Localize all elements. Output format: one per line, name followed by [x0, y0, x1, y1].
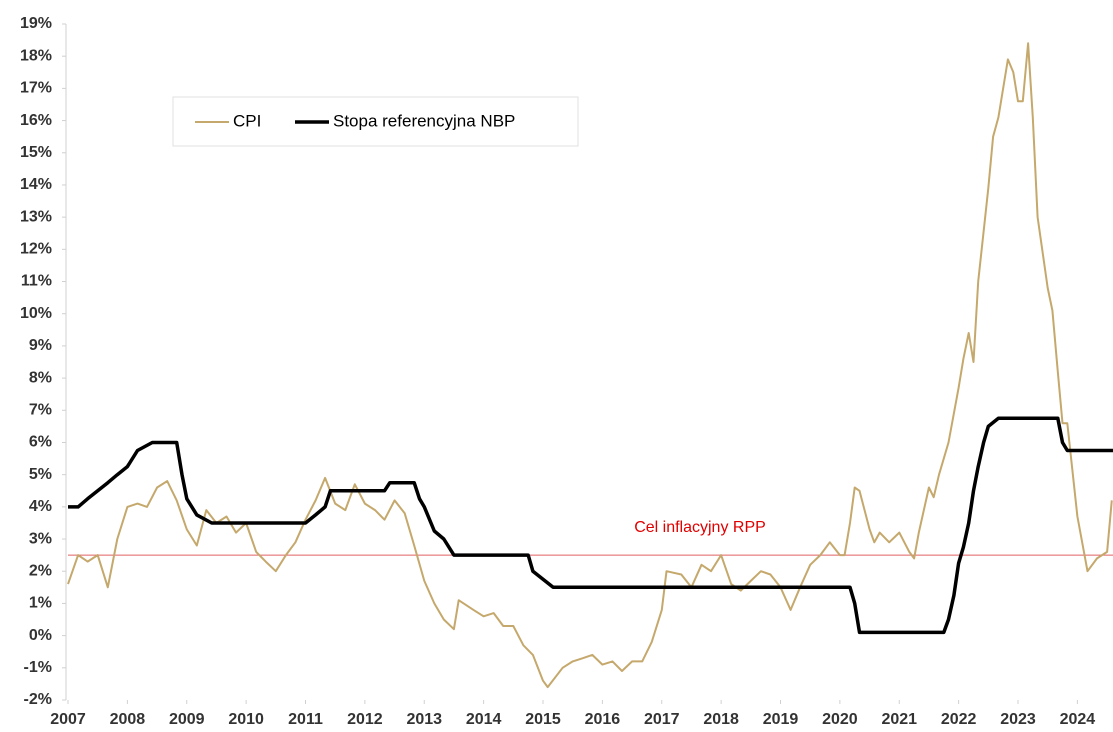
- y-tick-label: 4%: [29, 498, 52, 515]
- y-tick-label: 19%: [20, 15, 52, 32]
- x-tick-label: 2007: [50, 711, 86, 728]
- x-tick-label: 2016: [585, 711, 621, 728]
- y-tick-label: 0%: [29, 627, 52, 644]
- y-tick-label: -1%: [24, 659, 52, 676]
- x-tick-label: 2008: [110, 711, 146, 728]
- y-tick-label: 5%: [29, 466, 52, 483]
- y-tick-label: 8%: [29, 369, 52, 386]
- x-tick-label: 2023: [1000, 711, 1036, 728]
- series-line: [67, 42, 1113, 689]
- x-tick-label: 2012: [347, 711, 383, 728]
- x-tick-label: 2017: [644, 711, 680, 728]
- legend-label: CPI: [233, 111, 261, 130]
- series-line: [68, 416, 1113, 635]
- legend-box: [172, 96, 579, 147]
- y-tick-label: 6%: [29, 434, 52, 451]
- x-tick-label: 2010: [228, 711, 264, 728]
- x-tick-label: 2019: [763, 711, 799, 728]
- y-tick-label: -2%: [24, 691, 52, 708]
- y-tick-label: 11%: [21, 273, 52, 290]
- target-label: Cel inflacyjny RPP: [634, 519, 766, 536]
- y-tick-label: 7%: [29, 402, 52, 419]
- x-tick-label: 2020: [822, 711, 858, 728]
- y-tick-label: 12%: [20, 241, 52, 258]
- y-tick-label: 10%: [20, 305, 52, 322]
- x-tick-label: 2022: [941, 711, 977, 728]
- y-tick-label: 3%: [29, 530, 52, 547]
- x-tick-label: 2013: [406, 711, 442, 728]
- legend-label: Stopa referencyjna NBP: [333, 111, 515, 130]
- x-tick-label: 2024: [1060, 711, 1096, 728]
- y-tick-label: 14%: [20, 176, 52, 193]
- y-tick-label: 17%: [20, 80, 52, 97]
- y-tick-label: 15%: [20, 144, 52, 161]
- y-tick-label: 18%: [20, 47, 52, 64]
- x-tick-label: 2011: [288, 711, 323, 728]
- x-tick-label: 2018: [703, 711, 739, 728]
- y-tick-label: 9%: [29, 337, 52, 354]
- x-tick-label: 2021: [881, 711, 917, 728]
- x-tick-label: 2009: [169, 711, 205, 728]
- y-tick-label: 2%: [29, 562, 52, 579]
- y-tick-label: 1%: [29, 595, 52, 612]
- y-tick-label: 16%: [20, 112, 52, 129]
- y-tick-label: 13%: [20, 208, 52, 225]
- x-tick-label: 2014: [466, 711, 502, 728]
- x-tick-label: 2015: [525, 711, 561, 728]
